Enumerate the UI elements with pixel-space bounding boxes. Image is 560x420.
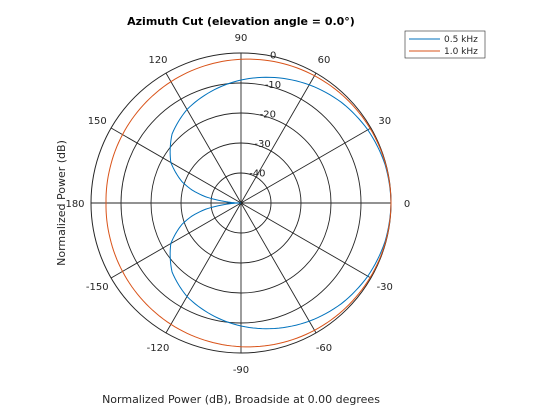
radial-tick-label: -40 — [249, 168, 265, 179]
x-axis-label: Normalized Power (dB), Broadside at 0.00… — [102, 393, 380, 406]
series-line-1-0-khz — [105, 58, 392, 348]
radial-tick-label: -10 — [265, 80, 281, 91]
angular-grid-spoke — [110, 127, 242, 204]
polar-grid — [90, 52, 392, 354]
angle-tick-label: 30 — [378, 116, 391, 127]
angular-grid-spoke — [165, 202, 242, 334]
legend-box — [404, 30, 486, 59]
angular-grid-spoke — [240, 202, 372, 279]
angle-tick-label: 90 — [235, 33, 248, 44]
legend-label-1-0khz: 1.0 kHz — [444, 47, 478, 57]
angular-grid-spoke — [240, 202, 317, 334]
angle-tick-label: -120 — [147, 343, 170, 354]
angle-tick-label: -30 — [377, 282, 393, 293]
angle-tick-label: 120 — [148, 55, 167, 66]
angle-tick-label: -150 — [86, 282, 109, 293]
angle-tick-label: -60 — [316, 343, 332, 354]
angle-tick-label: 60 — [318, 55, 331, 66]
series-line-0-5-khz — [169, 76, 392, 330]
angle-tick-label: 180 — [65, 199, 84, 210]
angular-grid-spoke — [110, 202, 242, 279]
chart-title: Azimuth Cut (elevation angle = 0.0°) — [127, 15, 355, 28]
radial-tick-label: -30 — [254, 139, 270, 150]
radial-tick-label: -20 — [260, 109, 276, 120]
angular-grid-spoke — [240, 127, 372, 204]
y-axis-label: Normalized Power (dB) — [55, 140, 68, 266]
angular-grid-spoke — [165, 72, 242, 204]
angle-tick-label: 0 — [404, 199, 410, 210]
legend: 0.5 kHz 1.0 kHz — [404, 30, 486, 59]
angular-grid-spoke — [240, 72, 317, 204]
radial-tick-label: 0 — [270, 50, 276, 61]
tick-labels: 0 -10 -20 -30 -40 0 30 60 90 120 150 180 -150 -120 -90… — [65, 33, 410, 376]
angle-tick-label: -90 — [233, 365, 249, 376]
angle-tick-label: 150 — [88, 116, 107, 127]
legend-label-0-5khz: 0.5 kHz — [444, 35, 478, 45]
series-lines — [105, 58, 392, 348]
